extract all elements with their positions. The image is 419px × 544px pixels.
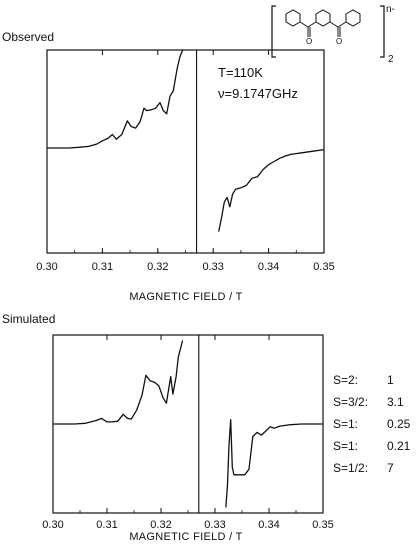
spin-label: S=1: xyxy=(333,439,358,453)
panel-title-observed: Observed xyxy=(2,30,54,44)
subscript-label: 2 xyxy=(388,54,394,65)
bond xyxy=(337,21,347,28)
spectrum-observed xyxy=(47,49,325,232)
spectrum-trace-high-field xyxy=(218,148,325,232)
spectrum-trace-low-field xyxy=(47,49,184,149)
x-tick-label: 0.34 xyxy=(258,261,279,273)
spin-label: S=1/2: xyxy=(333,461,368,475)
right-bracket xyxy=(380,5,385,58)
x-axis-ticks-observed: 0.30 0.31 0.32 0.33 0.34 0.35 xyxy=(36,50,335,273)
panel-title-simulated: Simulated xyxy=(2,312,55,326)
x-tick-label: 0.33 xyxy=(204,519,225,531)
spin-weight-value: 3.1 xyxy=(387,395,404,409)
spectrum-trace-low-field xyxy=(53,340,184,425)
molecular-structure-drawing: O O n- 2 xyxy=(271,4,395,65)
x-tick-label: 0.34 xyxy=(258,519,279,531)
spin-label: S=1: xyxy=(333,417,358,431)
x-tick-label: 0.32 xyxy=(150,519,171,531)
central-benzene-ring xyxy=(315,9,331,27)
oxygen-label-left: O xyxy=(306,37,312,46)
x-tick-label: 0.35 xyxy=(312,519,333,531)
spin-weight-value: 1 xyxy=(387,373,394,387)
spin-weight-list: S=2: 1 S=3/2: 3.1 S=1: 0.25 S=1: 0.21 S=1/2: 7 xyxy=(333,373,411,475)
spectrum-trace-high-field xyxy=(225,419,323,508)
temperature-label: T=110K xyxy=(218,65,263,80)
x-tick-label: 0.30 xyxy=(36,261,57,273)
left-bracket xyxy=(271,5,276,58)
spin-weight-value: 0.21 xyxy=(387,439,411,453)
x-axis-label-observed: MAGNETIC FIELD / T xyxy=(129,291,242,303)
x-tick-label: 0.31 xyxy=(92,261,113,273)
spectrum-simulated xyxy=(53,340,323,508)
x-tick-label: 0.32 xyxy=(147,261,168,273)
x-axis-ticks-simulated: 0.30 0.31 0.32 0.33 0.34 0.35 xyxy=(42,335,334,531)
x-tick-label: 0.33 xyxy=(202,261,223,273)
spin-label: S=3/2: xyxy=(333,395,368,409)
charge-label: n- xyxy=(386,4,395,15)
bond xyxy=(329,21,339,28)
bond xyxy=(299,21,309,28)
spin-weight-value: 0.25 xyxy=(387,417,411,431)
plot-frame-observed xyxy=(46,49,325,254)
spin-weight-value: 7 xyxy=(387,461,394,475)
spin-label: S=2: xyxy=(333,373,358,387)
phenyl-ring-left xyxy=(285,9,301,27)
bond xyxy=(307,21,317,28)
plot-frame-simulated xyxy=(52,334,324,514)
phenyl-ring-right xyxy=(345,9,361,27)
x-tick-label: 0.31 xyxy=(96,519,117,531)
x-tick-label: 0.30 xyxy=(42,519,63,531)
x-tick-label: 0.35 xyxy=(313,261,334,273)
simulated-panel: Simulated 0.30 0.31 0.32 0.33 0.34 0.35 MAGNE… xyxy=(2,312,411,543)
x-axis-label-simulated: MAGNETIC FIELD / T xyxy=(129,531,242,543)
oxygen-label-right: O xyxy=(336,37,342,46)
observed-panel: Observed T=110K ν=9.1747GHz 0.30 0.31 0.32… xyxy=(2,30,335,303)
frequency-label: ν=9.1747GHz xyxy=(218,86,298,101)
